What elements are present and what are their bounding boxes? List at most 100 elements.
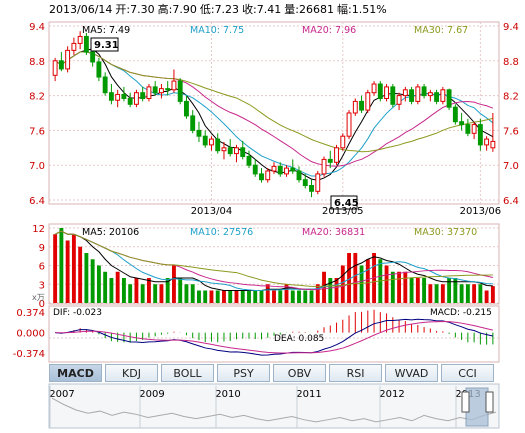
volume-bar xyxy=(103,271,108,303)
candle-body xyxy=(459,121,465,126)
candle-body xyxy=(434,92,440,102)
volume-bar xyxy=(334,278,339,303)
volume-bar xyxy=(315,284,320,303)
volume-bar xyxy=(490,286,495,303)
price-y-tick: 9.4 xyxy=(29,22,45,33)
candle xyxy=(146,84,152,102)
volume-bar xyxy=(265,284,270,303)
min-callout: 6.45 xyxy=(330,195,359,210)
candle xyxy=(459,113,465,131)
price-ma-legend: MA5: 7.49 MA10: 7.75 MA20: 7.96 MA30: 7.67 xyxy=(82,25,468,36)
volume-bar xyxy=(340,265,345,303)
candle-body xyxy=(296,170,302,181)
volume-bar xyxy=(109,278,114,303)
volume-bar xyxy=(247,290,251,303)
candle-body xyxy=(227,147,233,155)
candle-body xyxy=(365,92,371,111)
overview-year-label: 2011 xyxy=(296,389,321,400)
candle-body xyxy=(177,80,183,102)
price-y-tick: 6.4 xyxy=(29,196,45,207)
tab-macd[interactable]: MACD xyxy=(49,364,102,382)
volume-bar xyxy=(384,265,389,303)
volume-bar xyxy=(197,290,201,303)
tab-kdj[interactable]: KDJ xyxy=(105,364,158,382)
volume-bar xyxy=(59,228,64,303)
candle xyxy=(190,110,196,134)
ma-legend-item: MA5: 20106 xyxy=(82,227,139,238)
macd-value-label: MACD: -0.215 xyxy=(430,308,492,318)
volume-bar xyxy=(397,271,402,303)
candle xyxy=(77,31,83,50)
candle-body xyxy=(221,147,227,152)
candle xyxy=(415,84,421,105)
candle-body xyxy=(452,106,458,123)
candle xyxy=(465,118,471,137)
volume-bar xyxy=(128,284,133,303)
ma-legend-item: MA5: 7.49 xyxy=(82,25,130,36)
candle xyxy=(133,89,139,108)
volume-bar xyxy=(115,271,120,303)
candle-body xyxy=(152,86,158,94)
candle xyxy=(365,89,371,113)
price-y-tick: 8.8 xyxy=(29,57,45,68)
volume-bar xyxy=(322,271,326,303)
macd-dif-line xyxy=(55,318,493,356)
volume-y-tick: 3 xyxy=(39,280,45,291)
candle xyxy=(165,81,171,96)
candle xyxy=(252,159,258,177)
price-y-axis-right: 9.4 8.8 8.2 7.6 7.0 6.4 xyxy=(503,22,519,207)
volume-bar xyxy=(159,284,164,303)
candle xyxy=(271,162,277,174)
candle xyxy=(65,46,71,73)
candle-body xyxy=(346,112,352,137)
candle-body xyxy=(202,135,208,146)
overview-right-handle[interactable] xyxy=(485,391,494,413)
volume-bar xyxy=(259,290,264,303)
macd-y-tick: -0.374 xyxy=(13,349,45,360)
tab-psy[interactable]: PSY xyxy=(217,364,270,382)
price-x-tick: 2013/05 xyxy=(322,206,364,217)
price-ma30-line xyxy=(54,51,493,153)
candle xyxy=(152,81,158,96)
candle-body xyxy=(83,35,89,53)
candle-body xyxy=(265,170,271,181)
candle xyxy=(484,136,490,151)
volume-bar xyxy=(240,290,245,303)
overview-left-handle[interactable] xyxy=(461,391,470,413)
candle xyxy=(259,168,264,183)
tab-rsi[interactable]: RSI xyxy=(329,364,382,382)
ma-legend-item: MA30: 37370 xyxy=(414,227,477,238)
candle-body xyxy=(58,60,64,70)
candle-body xyxy=(384,86,390,100)
macd-y-tick: 0.374 xyxy=(16,308,45,319)
overview-strip[interactable] xyxy=(48,383,500,429)
candle xyxy=(115,89,121,108)
candle-body xyxy=(415,86,421,102)
tab-wvad[interactable]: WVAD xyxy=(385,364,438,382)
candle-body xyxy=(246,156,252,166)
candle-body xyxy=(359,100,364,111)
candle xyxy=(58,52,64,72)
candle xyxy=(477,118,483,151)
volume-bar xyxy=(459,284,464,303)
candle-body xyxy=(102,76,108,94)
volume-bar xyxy=(447,278,452,303)
candle-body xyxy=(427,92,433,97)
candle-body xyxy=(371,83,377,94)
price-y-tick-right: 8.8 xyxy=(503,57,519,68)
price-y-tick-right: 7.0 xyxy=(503,161,519,172)
volume-bar xyxy=(484,290,489,303)
volume-bar xyxy=(121,278,126,303)
volume-bar xyxy=(190,284,195,303)
price-y-tick: 7.6 xyxy=(29,126,45,137)
candle-body xyxy=(52,60,58,76)
tab-boll[interactable]: BOLL xyxy=(161,364,214,382)
candle xyxy=(384,84,390,102)
candle-body xyxy=(471,124,477,134)
overview-year-label: 2010 xyxy=(215,389,240,400)
candle xyxy=(334,144,339,166)
tab-cci[interactable]: CCI xyxy=(441,364,494,382)
header-quote: 2013/06/14 开:7.30 高:7.90 低:7.23 收:7.41 量:2668… xyxy=(49,2,387,16)
candle-body xyxy=(284,167,289,175)
tab-obv[interactable]: OBV xyxy=(273,364,326,382)
